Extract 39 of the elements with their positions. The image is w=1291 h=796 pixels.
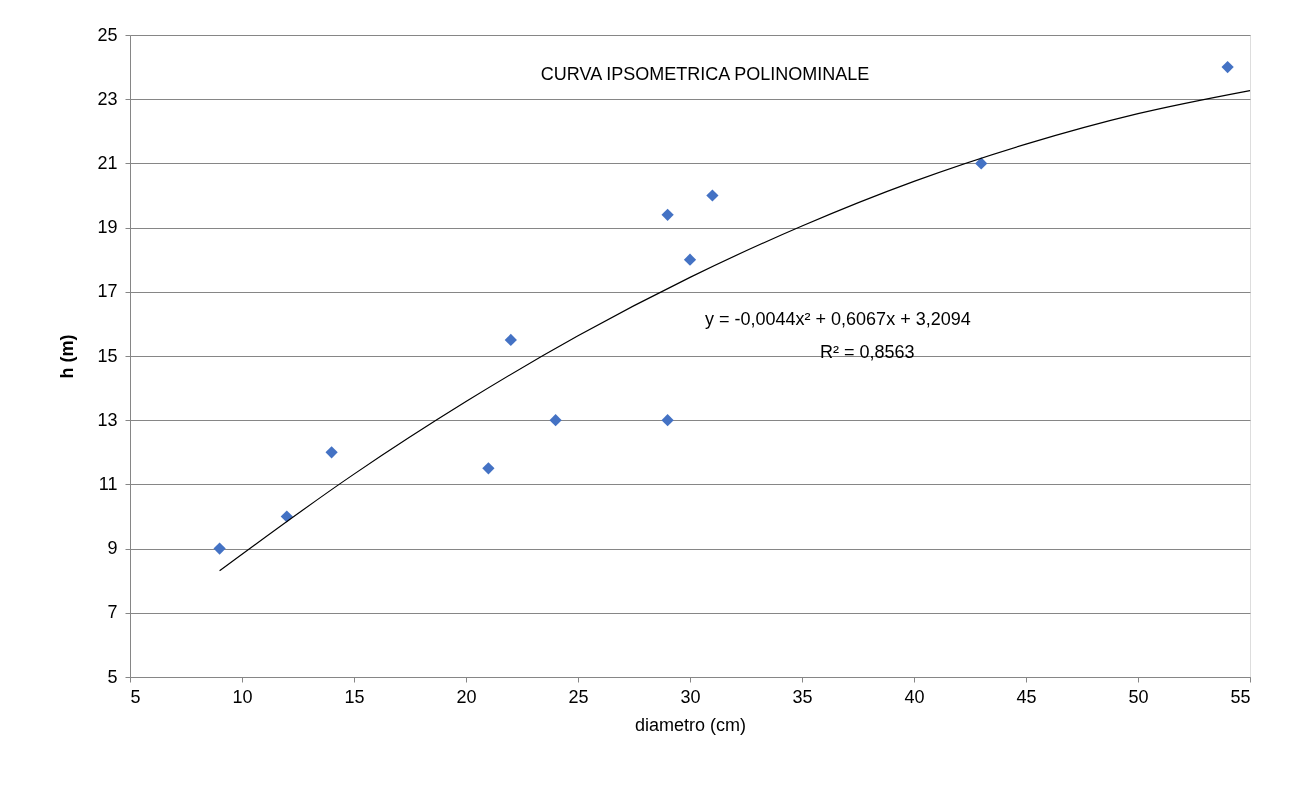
y-axis-title: h (m) [57, 334, 78, 379]
point [504, 333, 517, 347]
y-tick-label: 21 [97, 152, 118, 173]
text: CURVA IPSOMETRICA POLINOMINALE [540, 64, 870, 84]
x-tick-label: 35 [792, 686, 813, 707]
y-tick-label: 9 [107, 538, 118, 559]
y-tick-label: 25 [97, 24, 118, 45]
x-tick-label: 30 [680, 686, 701, 707]
y-tick-label: 15 [97, 345, 118, 366]
x-tick-label: 40 [904, 686, 925, 707]
x-tick-label: 50 [1128, 686, 1149, 707]
x-tick-label: 5 [130, 686, 141, 707]
x-axis-title: diametro (cm) [634, 714, 747, 735]
x-tick-label: 15 [344, 686, 365, 707]
y-tick-label: 23 [97, 88, 118, 109]
point [683, 253, 697, 266]
point [482, 462, 495, 475]
y-tick-label: 11 [98, 473, 118, 494]
x-tick-label: 25 [568, 686, 589, 707]
line-series [219, 89, 1251, 572]
y-tick-label: 19 [97, 217, 118, 238]
point [661, 208, 674, 221]
point [325, 446, 338, 459]
annotation: R² = 0,8563 [820, 342, 915, 362]
x-tick-label: 45 [1016, 686, 1037, 707]
point [213, 542, 226, 555]
y-tick-label: 7 [107, 602, 118, 623]
point [706, 189, 719, 202]
point [975, 157, 988, 170]
annotation: y = -0,0044x² + 0,6067x + 3,2094 [705, 309, 971, 329]
y-tick-label: 13 [97, 409, 118, 430]
x-tick-label: 20 [456, 686, 477, 707]
y-tick-label: 17 [97, 281, 118, 302]
point [1221, 60, 1234, 74]
x-tick-label: 55 [1230, 686, 1251, 707]
point [661, 414, 674, 427]
x-tick-label: 10 [232, 686, 253, 707]
y-tick-label: 5 [107, 666, 118, 687]
point [549, 414, 562, 427]
